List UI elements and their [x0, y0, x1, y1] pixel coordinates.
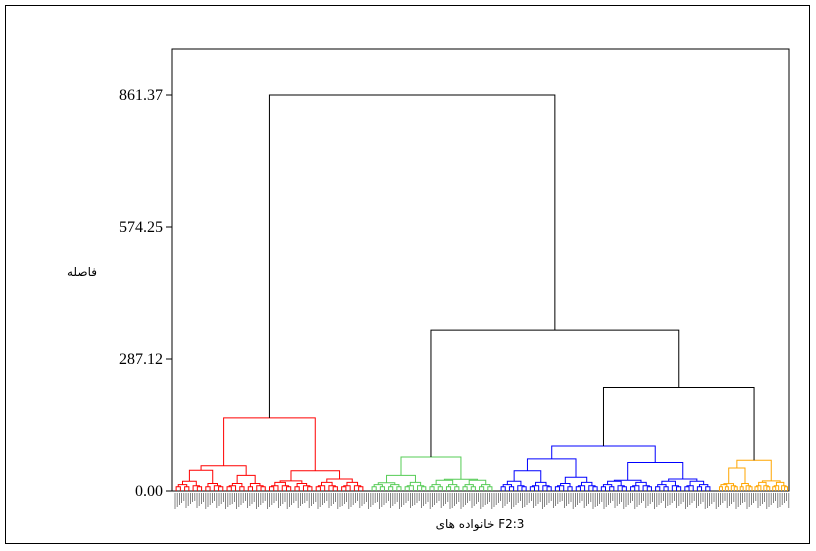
- cluster-link: [646, 486, 652, 491]
- cluster-link: [575, 486, 581, 491]
- plot-area: [171, 48, 790, 492]
- cluster-link: [526, 458, 577, 478]
- cluster-link: [269, 486, 275, 491]
- cluster-link: [454, 486, 460, 491]
- cluster-link: [437, 486, 443, 491]
- leaf-labels: [174, 493, 790, 509]
- cluster-link: [226, 486, 232, 491]
- cluster-link: [600, 486, 606, 491]
- cluster-link: [396, 486, 402, 491]
- cluster-link: [196, 486, 203, 491]
- cluster-link: [567, 486, 573, 491]
- cluster-link: [529, 486, 535, 491]
- cluster-link: [627, 461, 684, 481]
- cluster-link: [371, 486, 377, 491]
- cluster-link: [630, 486, 636, 491]
- cluster-link: [341, 486, 347, 491]
- cluster-link: [445, 486, 452, 491]
- cluster-link: [462, 486, 468, 491]
- cluster-link: [748, 486, 753, 491]
- cluster-link: [551, 445, 656, 463]
- y-tick-label: 0.00: [135, 483, 163, 500]
- cluster-link: [718, 486, 723, 491]
- y-axis: 0.00 287.12 574.25 861.37: [119, 87, 172, 500]
- x-axis-label: خانواده های F2:3: [436, 517, 525, 532]
- cluster-link: [218, 486, 224, 491]
- cluster-link: [285, 486, 292, 491]
- cluster-link: [260, 486, 266, 491]
- cluster-link: [290, 470, 341, 481]
- cluster-link: [508, 486, 515, 491]
- cluster-link: [655, 486, 661, 491]
- cluster-link: [400, 456, 462, 480]
- cluster-link: [479, 486, 485, 491]
- merge-link: [602, 387, 755, 461]
- cluster-link: [429, 486, 435, 491]
- cluster-link: [592, 486, 598, 491]
- cluster-link: [205, 486, 211, 491]
- cluster-link: [766, 486, 771, 491]
- cluster-link: [487, 486, 493, 491]
- y-tick-label: 861.37: [119, 87, 163, 104]
- y-tick-label: 287.12: [119, 351, 163, 368]
- cluster-link: [223, 417, 316, 471]
- cluster-link: [421, 486, 427, 491]
- cluster-link: [236, 474, 256, 484]
- cluster-link: [521, 486, 527, 491]
- cluster-link: [386, 474, 416, 483]
- cluster-link: [377, 482, 396, 485]
- cluster-link: [739, 486, 744, 491]
- cluster-link: [761, 480, 781, 483]
- cluster-link: [663, 486, 669, 491]
- cluster-link: [676, 486, 682, 491]
- cluster-link: [315, 486, 321, 491]
- cluster-link: [733, 486, 738, 491]
- cluster-link: [621, 486, 627, 491]
- cluster-link: [470, 486, 476, 491]
- cluster-link: [184, 486, 190, 491]
- cluster-link: [358, 486, 364, 491]
- merge-link: [430, 329, 680, 457]
- dendrogram-tree: [175, 94, 789, 491]
- cluster-link: [435, 479, 454, 485]
- cluster-link: [279, 480, 303, 484]
- y-tick-label: 574.25: [119, 219, 163, 236]
- cluster-link: [684, 486, 690, 491]
- cluster-link: [696, 486, 703, 491]
- y-axis-label: فاصله: [67, 265, 97, 279]
- cluster-link: [513, 470, 542, 483]
- cluster-link: [554, 486, 561, 491]
- cluster-link: [239, 486, 245, 491]
- cluster-link: [546, 486, 552, 491]
- cluster-link: [500, 486, 506, 491]
- cluster-link: [724, 486, 729, 491]
- cluster-link: [728, 467, 746, 484]
- merge-link: [268, 94, 556, 418]
- cluster-link: [388, 486, 394, 491]
- cluster-link: [609, 486, 615, 491]
- cluster-link: [326, 478, 353, 483]
- cluster-link: [736, 459, 772, 481]
- figure-frame: [5, 5, 810, 544]
- cluster-link: [705, 486, 711, 491]
- cluster-link: [247, 486, 254, 491]
- cluster-link: [307, 486, 313, 491]
- cluster-link: [200, 465, 247, 476]
- cluster-link: [332, 486, 338, 491]
- cluster-link: [379, 486, 385, 491]
- cluster-link: [784, 486, 789, 491]
- cluster-link: [404, 486, 410, 491]
- cluster-link: [468, 479, 487, 485]
- cluster-link: [175, 486, 181, 491]
- cluster-link: [772, 486, 777, 491]
- cluster-link: [294, 486, 300, 491]
- cluster-link: [754, 486, 759, 491]
